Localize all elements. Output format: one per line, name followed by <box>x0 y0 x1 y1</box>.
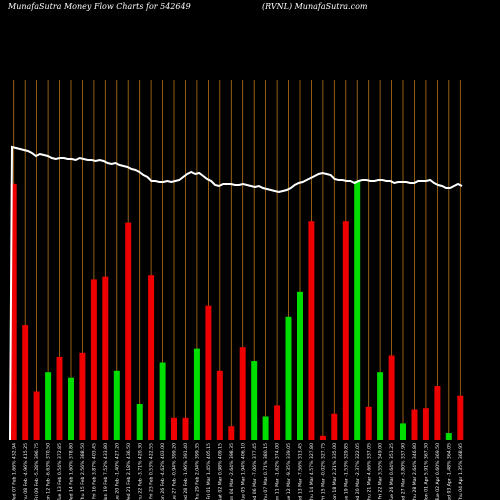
bar-red <box>171 417 177 440</box>
x-tick-label: Wed 21 Feb 2.18% 436.50 <box>126 443 132 500</box>
x-tick-label: Wed 28 Feb -1.96% 391.40 <box>183 443 189 500</box>
x-tick-label: Fri 15 Mar -0.02% 327.75 <box>321 443 327 500</box>
bar-red <box>411 409 418 440</box>
x-tick-label: Tue 13 Feb 0.54% 372.85 <box>57 443 63 500</box>
x-tick-label: Thu 22 Feb -3.71% 420.30 <box>137 443 143 500</box>
bar-red <box>216 370 223 440</box>
x-tick-label: Thu 29 Feb 2.04% 399.35 <box>195 443 201 500</box>
bar-green <box>377 372 384 440</box>
bar-red <box>457 395 464 440</box>
chart-site-title: (RVNL) MunafaSutra.com <box>262 2 368 11</box>
bar-red <box>79 352 86 440</box>
x-tick-label: Tue 20 Feb -1.40% 427.20 <box>114 443 120 500</box>
bar-red <box>33 391 40 440</box>
bar-green <box>45 372 52 440</box>
bar-red <box>342 221 349 440</box>
bar-green <box>297 291 303 440</box>
x-tick-label: Tue 05 Mar 1.94% 406.10 <box>240 443 246 500</box>
bar-green <box>251 361 258 440</box>
price-line <box>9 145 463 441</box>
x-tick-label: Thu 08 Feb -4.96% 415.25 <box>23 443 29 500</box>
bar-red <box>102 276 109 440</box>
chart-title: MunafaSutra Money Flow Charts for 542649 <box>8 2 191 11</box>
x-tick-label: Thu 21 Mar 4.66% 337.05 <box>366 443 372 500</box>
bar-red <box>239 347 246 440</box>
x-tick-label: Mon 11 Mar -1.62% 374.00 <box>275 443 281 500</box>
bar-green <box>262 416 269 440</box>
bar-red <box>90 279 97 440</box>
bar-green <box>68 377 74 440</box>
x-tick-label: Thu 07 Mar 0.71% 380.15 <box>263 443 269 500</box>
bar-red <box>56 356 63 440</box>
x-tick-label: Thu 15 Feb 2.56% 388.50 <box>80 443 86 500</box>
x-tick-label: Thu 14 Mar 4.57% 327.80 <box>309 443 315 500</box>
bar-red <box>10 183 17 441</box>
x-tick-label: Wed 07 Feb 1.66% 432.94 <box>11 443 17 500</box>
x-tick-label: Wed 20 Mar -2.37% 322.05 <box>355 443 361 500</box>
bar-red <box>331 413 338 440</box>
x-tick-label: Mon 19 Feb 7.52% 433.80 <box>103 443 109 500</box>
x-axis-labels: Wed 07 Feb 1.66% 432.94 Thu 08 Feb -4.96%… <box>11 443 464 500</box>
x-tick-label: Wed 27 Mar -3.80% 337.90 <box>401 443 407 500</box>
bar-green <box>400 423 406 440</box>
bar-green <box>285 316 292 440</box>
bar-red <box>388 355 395 440</box>
x-tick-label: Fri 09 Feb -5.28% 396.75 <box>34 443 40 500</box>
bar-red <box>434 386 441 440</box>
x-tick-label: Sat 02 Mar 0.98% 409.15 <box>217 443 223 500</box>
bars <box>10 181 464 441</box>
bar-red <box>148 275 155 440</box>
bar-red <box>365 406 372 440</box>
x-tick-label: Wed 06 Mar -7.06% 377.45 <box>252 443 258 500</box>
bar-green <box>445 433 452 440</box>
bar-red <box>182 417 189 440</box>
x-tick-label: Tue 12 Mar -9.35% 339.05 <box>286 443 292 500</box>
x-tick-label: Fri 22 Mar 3.55% 349.00 <box>378 443 384 500</box>
x-tick-label: Fri 16 Feb 3.87% 403.45 <box>92 443 98 499</box>
bar-red <box>274 405 281 440</box>
x-tick-label: Tue 26 Mar 0.64% 351.25 <box>389 443 395 500</box>
x-tick-label: Thu 28 Mar 2.64% 346.80 <box>412 443 418 500</box>
bar-green <box>113 370 120 440</box>
bar-red <box>22 325 29 440</box>
x-tick-label: Thu 04 Apr 1.35% 368.95 <box>458 443 464 500</box>
x-tick-label: Mon 26 Feb -4.62% 403.00 <box>160 443 166 500</box>
bar-red <box>308 221 315 440</box>
x-tick-label: Wed 03 Apr -1.48% 364.05 <box>446 443 452 500</box>
bar-green <box>159 362 166 440</box>
x-tick-label: Fri 23 Feb 0.53% 422.55 <box>149 443 155 499</box>
x-tick-label: Wed 14 Feb 1.60% 378.80 <box>69 443 75 500</box>
x-tick-label: Tue 19 Mar -1.53% 329.85 <box>343 443 349 500</box>
bar-red <box>319 435 326 440</box>
bar-red <box>422 408 429 440</box>
price-line-group <box>9 145 463 441</box>
bar-green <box>136 404 143 440</box>
bar-green <box>193 348 200 440</box>
bar-red <box>228 426 235 440</box>
x-tick-label: Wed 13 Mar -7.56% 313.45 <box>298 443 304 500</box>
x-tick-label: Tue 02 Apr 0.60% 369.50 <box>435 443 441 500</box>
x-tick-label: Mon 12 Feb -6.63% 370.50 <box>46 443 52 500</box>
x-tick-label: Mon 04 Mar -2.64% 398.35 <box>229 443 235 500</box>
x-tick-label: Tue 27 Feb -0.94% 399.20 <box>172 443 178 500</box>
x-tick-label: Mon 18 Mar 2.21% 335.00 <box>332 443 338 500</box>
bar-red <box>125 222 132 440</box>
x-tick-label: Mon 01 Apr 5.91% 367.30 <box>424 443 430 500</box>
bar-red <box>205 305 212 440</box>
x-tick-label: Fri 01 Mar 1.45% 405.15 <box>206 443 212 500</box>
bar-green <box>354 181 361 440</box>
